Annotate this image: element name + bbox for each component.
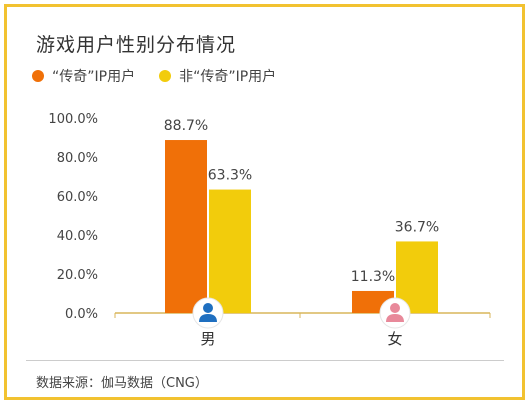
source-divider: [26, 360, 504, 361]
legend-label-non-chuanqi: 非“传奇”IP用户: [179, 69, 277, 85]
bar-chuanqi-0: [165, 140, 207, 313]
legend: “传奇”IP用户 非“传奇”IP用户: [32, 66, 300, 86]
female-user-icon-body: [386, 314, 404, 322]
male-user-icon: [203, 303, 213, 313]
y-tick-label: 100.0%: [48, 112, 98, 127]
y-tick-label: 80.0%: [57, 151, 98, 166]
data-label: 88.7%: [164, 118, 208, 134]
bar-non-chuanqi-0: [209, 189, 251, 313]
legend-label-chuanqi: “传奇”IP用户: [52, 69, 136, 85]
chart-frame: [4, 4, 525, 400]
data-label: 11.3%: [351, 269, 395, 285]
legend-item-non-chuanqi: 非“传奇”IP用户: [159, 66, 276, 86]
y-tick-label: 0.0%: [65, 307, 98, 322]
y-tick-label: 60.0%: [57, 190, 98, 205]
category-label: 女: [387, 330, 402, 348]
legend-item-chuanqi: “传奇”IP用户: [32, 66, 135, 86]
data-source: 数据来源：伽马数据（CNG）: [36, 376, 208, 391]
legend-swatch-non-chuanqi: [159, 70, 172, 82]
chart-title: 游戏用户性别分布情况: [36, 34, 237, 56]
y-tick-label: 40.0%: [57, 229, 98, 244]
male-user-icon-body: [199, 314, 217, 322]
legend-swatch-chuanqi: [32, 70, 44, 82]
female-user-icon: [390, 303, 400, 313]
y-tick-label: 20.0%: [57, 268, 98, 283]
data-label: 63.3%: [208, 168, 252, 184]
category-label: 男: [200, 330, 215, 348]
data-label: 36.7%: [395, 219, 439, 235]
